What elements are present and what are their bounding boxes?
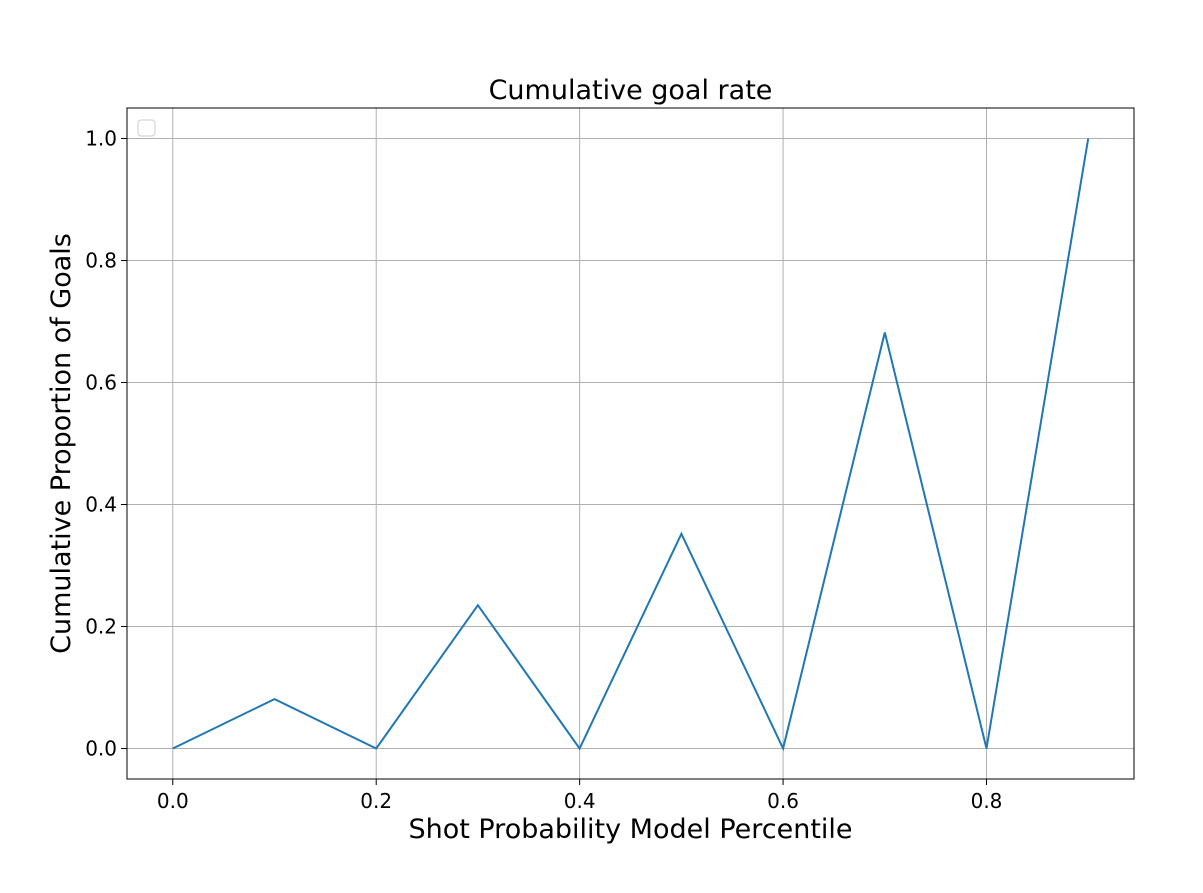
x-tick-label: 0.6 [767,789,799,813]
x-tick-label: 0.8 [971,789,1003,813]
y-tick-label: 0.6 [85,371,117,395]
y-tick-label: 0.0 [85,737,117,761]
y-tick-label: 0.8 [85,249,117,273]
y-tick-label: 0.2 [85,615,117,639]
legend-box [137,119,156,137]
x-tick-label: 0.2 [360,789,392,813]
x-axis-title: Shot Probability Model Percentile [408,814,852,845]
x-tick-label: 0.4 [564,789,596,813]
chart-title: Cumulative goal rate [489,75,773,106]
series-line [172,138,1090,752]
x-tick-label: 0.0 [157,789,189,813]
ticks: 0.0 0.2 0.4 0.6 0.8 0.0 0.2 0.4 0.6 0.8 1.0 [85,127,1002,814]
axes-frame [126,107,1135,780]
grid [127,108,1134,779]
y-axis-title: Cumulative Proportion of Goals [46,233,77,654]
y-tick-label: 0.4 [85,493,117,517]
y-tick-label: 1.0 [85,127,117,151]
series-group [172,138,1090,752]
